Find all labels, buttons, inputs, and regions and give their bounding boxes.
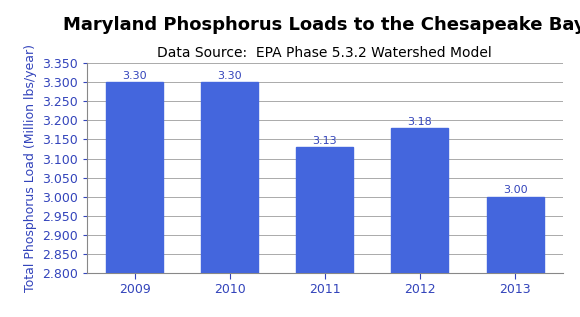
Bar	[487, 197, 543, 273]
Text: 3.30: 3.30	[122, 71, 147, 81]
Y-axis label: Total Phosphorus Load (Million lbs/year): Total Phosphorus Load (Million lbs/year)	[24, 44, 37, 292]
Bar	[201, 82, 258, 273]
Text: 3.18: 3.18	[408, 117, 432, 127]
Text: Data Source:  EPA Phase 5.3.2 Watershed Model: Data Source: EPA Phase 5.3.2 Watershed M…	[157, 46, 492, 60]
Bar	[296, 147, 353, 273]
Bar	[106, 82, 163, 273]
Text: 3.00: 3.00	[503, 185, 527, 195]
Text: Maryland Phosphorus Loads to the Chesapeake Bay: Maryland Phosphorus Loads to the Chesape…	[63, 16, 580, 34]
Text: 3.13: 3.13	[313, 136, 337, 146]
Bar	[392, 128, 448, 273]
Text: 3.30: 3.30	[218, 71, 242, 81]
